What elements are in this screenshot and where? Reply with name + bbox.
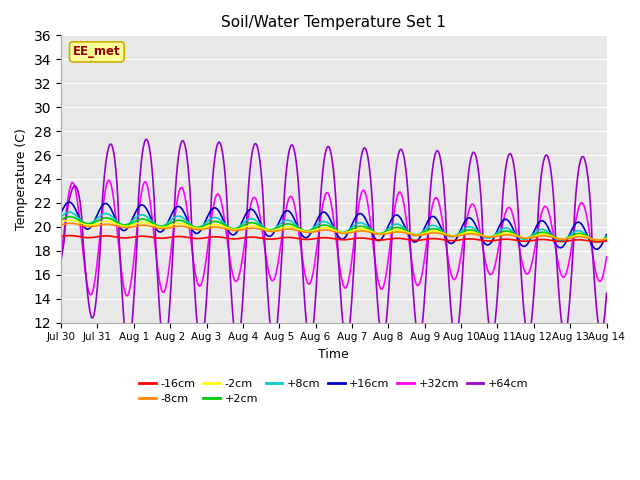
Line: +16cm: +16cm xyxy=(61,202,607,249)
-16cm xyxy=(85,235,93,240)
-2cm xyxy=(308,228,316,234)
Title: Soil/Water Temperature Set 1: Soil/Water Temperature Set 1 xyxy=(221,15,446,30)
-16cm xyxy=(308,236,316,242)
-8cm xyxy=(85,224,93,229)
-2cm xyxy=(595,237,602,243)
+16cm xyxy=(85,226,93,231)
+32cm xyxy=(587,240,595,246)
+64cm xyxy=(323,145,331,151)
-2cm xyxy=(587,236,595,241)
Y-axis label: Temperature (C): Temperature (C) xyxy=(15,128,28,230)
-16cm xyxy=(594,239,602,245)
+64cm xyxy=(487,333,495,339)
+8cm xyxy=(308,226,316,232)
+2cm xyxy=(57,217,65,223)
+64cm xyxy=(588,217,595,223)
+32cm xyxy=(323,190,331,195)
-8cm xyxy=(57,222,65,228)
+64cm xyxy=(587,212,595,217)
-16cm xyxy=(66,233,74,239)
+16cm xyxy=(57,210,65,216)
+32cm xyxy=(588,242,595,248)
+16cm xyxy=(487,240,495,246)
+8cm xyxy=(487,235,495,240)
Legend: -16cm, -8cm, -2cm, +2cm, +8cm, +16cm, +32cm, +64cm: -16cm, -8cm, -2cm, +2cm, +8cm, +16cm, +3… xyxy=(135,374,532,408)
+64cm xyxy=(603,290,611,296)
-2cm xyxy=(57,219,65,225)
-2cm xyxy=(603,236,611,241)
+8cm xyxy=(57,214,65,220)
+8cm xyxy=(85,221,93,227)
-8cm xyxy=(595,237,603,243)
+32cm xyxy=(124,293,131,299)
+64cm xyxy=(85,301,93,307)
+16cm xyxy=(593,246,600,252)
-8cm xyxy=(603,236,611,242)
Line: +8cm: +8cm xyxy=(61,212,607,242)
-16cm xyxy=(57,234,65,240)
+8cm xyxy=(65,209,73,215)
-2cm xyxy=(85,222,93,228)
+8cm xyxy=(587,237,595,242)
+32cm xyxy=(487,272,495,277)
X-axis label: Time: Time xyxy=(319,348,349,361)
+32cm xyxy=(85,289,93,295)
-16cm xyxy=(603,238,611,244)
+32cm xyxy=(105,177,113,183)
-2cm xyxy=(323,225,330,231)
+2cm xyxy=(587,236,595,241)
+2cm xyxy=(308,227,316,233)
+64cm xyxy=(308,331,316,336)
-2cm xyxy=(587,236,595,241)
Line: +32cm: +32cm xyxy=(61,180,607,296)
+32cm xyxy=(57,256,65,262)
+16cm xyxy=(65,199,73,205)
-16cm xyxy=(487,238,495,244)
-8cm xyxy=(308,229,316,235)
+16cm xyxy=(587,240,595,246)
+2cm xyxy=(587,236,595,241)
-2cm xyxy=(487,234,495,240)
-16cm xyxy=(587,239,595,244)
Line: -2cm: -2cm xyxy=(61,220,607,240)
+2cm xyxy=(85,221,93,227)
+16cm xyxy=(323,211,330,216)
+16cm xyxy=(308,228,316,233)
+8cm xyxy=(593,239,601,245)
-8cm xyxy=(587,236,595,242)
Line: -8cm: -8cm xyxy=(61,223,607,240)
-16cm xyxy=(587,239,595,244)
+32cm xyxy=(308,274,316,279)
Text: EE_met: EE_met xyxy=(73,46,121,59)
+2cm xyxy=(594,238,602,244)
+8cm xyxy=(587,236,595,242)
+2cm xyxy=(487,234,495,240)
-8cm xyxy=(323,227,330,233)
Line: +64cm: +64cm xyxy=(61,139,607,348)
+2cm xyxy=(603,235,611,240)
+32cm xyxy=(603,254,611,260)
+16cm xyxy=(587,240,595,246)
Line: -16cm: -16cm xyxy=(61,236,607,242)
-8cm xyxy=(587,236,595,241)
+64cm xyxy=(124,345,132,350)
-2cm xyxy=(67,217,74,223)
-8cm xyxy=(67,220,74,226)
Line: +2cm: +2cm xyxy=(61,216,607,241)
+2cm xyxy=(66,214,74,219)
-8cm xyxy=(487,234,495,240)
+64cm xyxy=(142,136,150,142)
+64cm xyxy=(57,257,65,263)
+2cm xyxy=(323,222,330,228)
+16cm xyxy=(603,232,611,238)
-16cm xyxy=(323,235,330,240)
+8cm xyxy=(323,219,330,225)
+8cm xyxy=(603,234,611,240)
